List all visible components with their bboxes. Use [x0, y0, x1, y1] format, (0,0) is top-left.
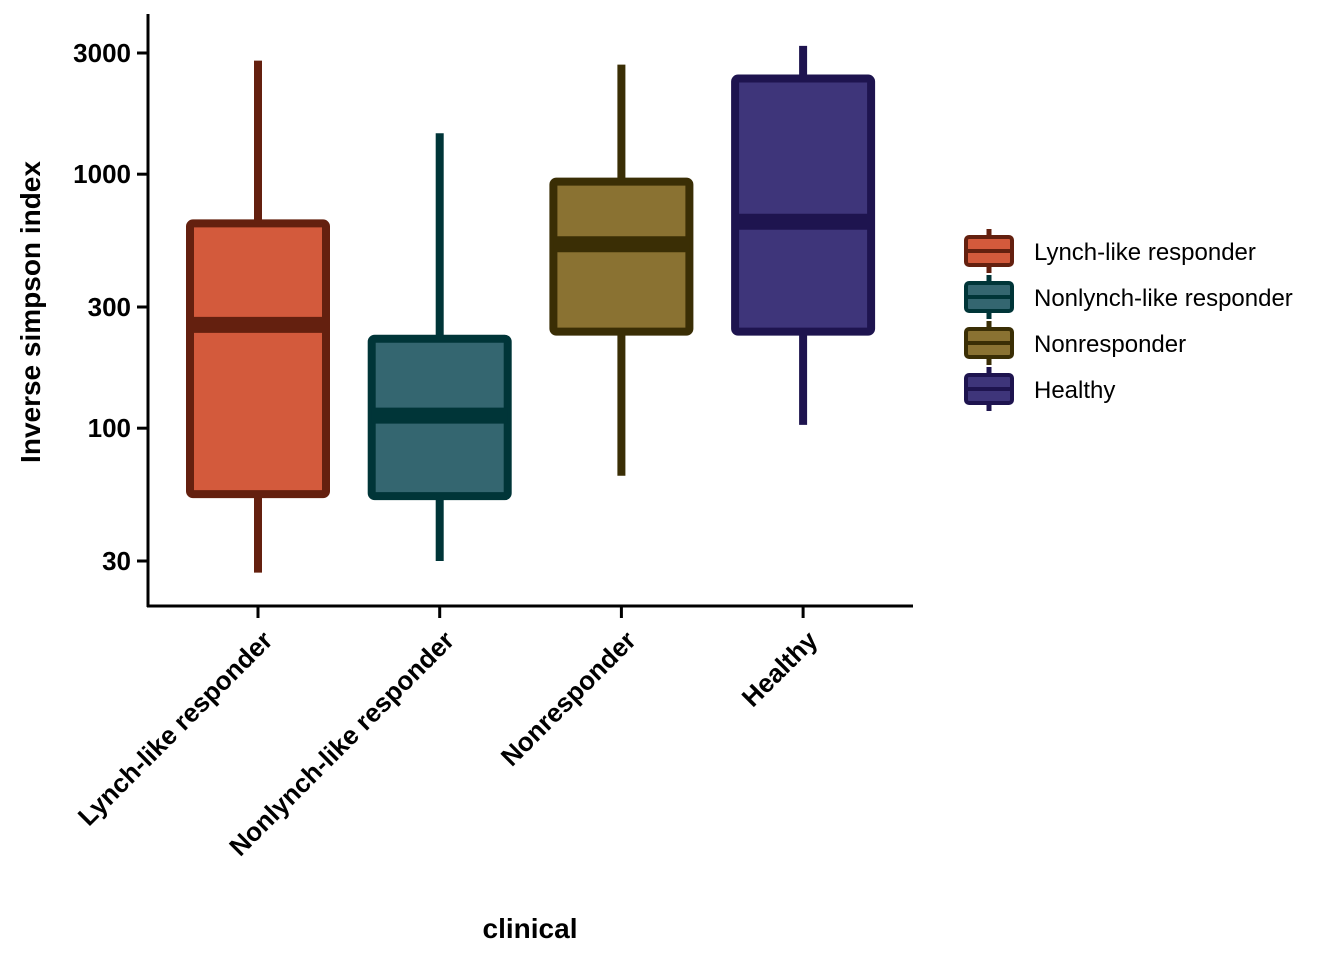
legend-label: Nonlynch-like responder	[1034, 285, 1293, 312]
box-iqr	[731, 74, 876, 336]
box-nonresponder	[549, 64, 694, 476]
legend-item-nonlynch-like-responder: Nonlynch-like responder	[964, 275, 1293, 319]
axes-layer	[146, 14, 913, 608]
x-tick-label: Lynch-like responder	[72, 625, 278, 831]
y-ticks-layer: 30 100 300 1000 3000	[73, 38, 148, 576]
x-axis-title: clinical	[483, 913, 578, 944]
box-iqr	[549, 177, 694, 336]
legend-item-healthy: Healthy	[964, 367, 1115, 411]
legend-item-nonresponder: Nonresponder	[964, 321, 1186, 365]
legend-label: Healthy	[1034, 377, 1115, 404]
legend-label: Nonresponder	[1034, 331, 1186, 358]
y-tick-label: 300	[88, 292, 131, 322]
x-tick-label: Healthy	[736, 625, 824, 713]
legend-label: Lynch-like responder	[1034, 239, 1256, 266]
x-tick-label: Nonresponder	[495, 625, 642, 772]
legend-item-lynch-like-responder: Lynch-like responder	[964, 229, 1256, 273]
y-tick-label: 100	[88, 413, 131, 443]
y-tick-label: 3000	[73, 38, 131, 68]
box-lynch-like-responder	[186, 60, 330, 573]
y-tick-label: 1000	[73, 159, 131, 189]
y-axis-title: Inverse simpson index	[15, 161, 46, 463]
box-nonlynch-like-responder	[367, 133, 512, 561]
box-iqr	[186, 219, 330, 499]
box-healthy	[731, 45, 876, 425]
legend: Lynch-like responder Nonlynch-like respon…	[964, 229, 1293, 411]
boxes-layer	[186, 45, 876, 573]
y-tick-label: 30	[102, 546, 131, 576]
